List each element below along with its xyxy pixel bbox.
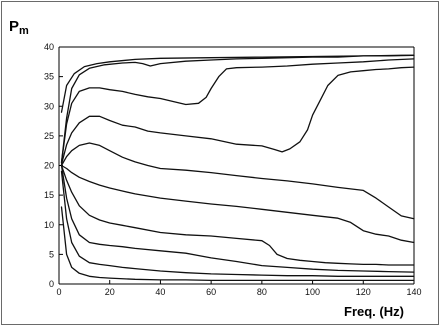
series-line-10 (60, 206, 415, 282)
x-tick-label: 60 (206, 287, 216, 297)
y-tick-label: 0 (49, 279, 54, 289)
series-line-6 (60, 164, 415, 244)
series-line-8 (60, 164, 415, 273)
y-tick-label: 20 (44, 161, 54, 171)
x-tick-label: 80 (257, 287, 267, 297)
x-tick-label: 100 (305, 287, 320, 297)
series-line-3 (60, 58, 415, 164)
axes (58, 46, 415, 285)
y-axis-title-main: P (9, 18, 19, 35)
figure-frame (1, 1, 439, 325)
x-tick-label: 120 (356, 287, 371, 297)
y-tick-label: 35 (44, 72, 54, 82)
x-tick-label: 20 (105, 287, 115, 297)
x-tick-label: 40 (155, 287, 165, 297)
y-tick-label: 40 (44, 42, 54, 52)
x-tick-label: 0 (56, 287, 61, 297)
y-tick-label: 25 (44, 131, 54, 141)
y-tick-label: 15 (44, 190, 54, 200)
y-tick-label: 30 (44, 101, 54, 111)
y-axis-title: Pm (9, 18, 29, 37)
series-group (60, 54, 415, 282)
series-line-5 (60, 142, 415, 220)
y-tick-label: 10 (44, 220, 54, 230)
series-line-4 (60, 66, 415, 165)
series-line-2 (60, 54, 415, 164)
series-line-7 (60, 164, 415, 266)
y-tick-label: 5 (49, 249, 54, 259)
series-line-9 (60, 170, 415, 277)
x-tick-label: 140 (406, 287, 421, 297)
y-axis-title-subscript: m (19, 25, 29, 37)
x-axis-title: Freq. (Hz) (344, 304, 404, 319)
ticks: 0 20 40 60 80 100 120 140 0 5 10 15 20 25 30 35 40 (44, 42, 422, 297)
